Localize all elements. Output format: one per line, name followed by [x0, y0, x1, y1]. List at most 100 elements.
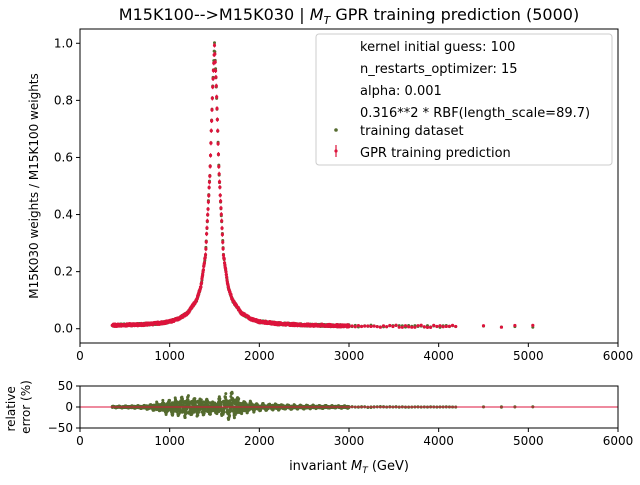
gpr-prediction-point — [204, 240, 208, 244]
gpr-prediction-point — [372, 324, 376, 328]
gpr-prediction-point — [422, 325, 426, 329]
gpr-prediction-point — [214, 84, 218, 88]
gpr-prediction-point — [216, 129, 220, 133]
ratio-y-tick-label: 0 — [65, 400, 73, 414]
chart-title: M15K100-->M15K030 | MT GPR training pred… — [119, 5, 579, 27]
ratio-x-tick-label: 3000 — [334, 434, 365, 448]
gpr-prediction-point — [407, 325, 411, 329]
relative-error-point — [224, 392, 228, 396]
relative-error-point — [171, 412, 175, 416]
gpr-prediction-point — [425, 325, 430, 330]
ratio-x-tick-label: 1000 — [154, 434, 185, 448]
main-x-tick-label: 4000 — [423, 349, 454, 363]
gpr-prediction-point — [203, 252, 208, 257]
main-x-tick-label: 1000 — [154, 349, 185, 363]
relative-error-point — [218, 397, 222, 401]
gpr-prediction-point — [363, 324, 367, 328]
gpr-prediction-point — [218, 199, 223, 203]
training-dataset-point — [213, 41, 216, 45]
ratio-y-tick-label: −50 — [48, 421, 73, 435]
gpr-prediction-point — [199, 281, 204, 285]
gpr-prediction-point — [205, 226, 209, 230]
gpr-prediction-point — [225, 275, 229, 279]
gpr-prediction-point — [215, 117, 219, 122]
gpr-prediction-point — [207, 185, 211, 190]
ratio-x-axis-label: invariant MT (GeV) — [289, 459, 409, 476]
ratio-x-tick-label: 5000 — [513, 434, 544, 448]
gpr-prediction-point — [359, 324, 364, 329]
gpr-prediction-point — [220, 219, 224, 223]
legend-marker-training-dataset — [334, 128, 338, 132]
main-y-tick-label: 0.2 — [54, 265, 73, 279]
relative-error-point — [215, 412, 219, 416]
relative-error-point — [219, 402, 223, 406]
training-dataset-point — [213, 50, 217, 54]
gpr-prediction-point — [222, 257, 226, 261]
main-y-tick-label: 0.6 — [54, 150, 73, 164]
gpr-prediction-point — [438, 324, 442, 328]
gpr-prediction-point — [481, 324, 486, 328]
gpr-prediction-point — [216, 152, 221, 156]
gpr-prediction-point — [205, 219, 209, 223]
main-y-tick-label: 0.8 — [54, 93, 73, 107]
ratio-x-tick-label: 4000 — [423, 434, 454, 448]
legend: kernel initial guess: 100 n_restarts_opt… — [315, 33, 613, 166]
gpr-prediction-point — [391, 324, 395, 329]
relative-error-point — [199, 398, 203, 402]
gpr-prediction-point — [353, 325, 357, 329]
legend-info-kernel: 0.316**2 * RBF(length_scale=89.7) — [360, 106, 590, 121]
gpr-prediction-point — [513, 323, 517, 328]
main-y-tick-label: 0.4 — [54, 208, 73, 222]
gpr-prediction-point — [211, 77, 215, 81]
gpr-prediction-point — [378, 325, 382, 329]
gpr-prediction-point — [209, 129, 213, 133]
gpr-prediction-point — [350, 324, 354, 328]
ratio-x-tick-label: 2000 — [244, 434, 275, 448]
gpr-prediction-point — [203, 256, 207, 260]
gpr-prediction-point — [432, 323, 436, 327]
gpr-prediction-point — [416, 324, 420, 328]
gpr-prediction-point — [214, 75, 218, 79]
gpr-prediction-point — [215, 106, 219, 111]
gpr-prediction-point — [347, 324, 351, 329]
gpr-prediction-point — [191, 304, 195, 308]
gpr-prediction-point — [410, 325, 414, 329]
gpr-prediction-point — [217, 172, 221, 176]
gpr-prediction-point — [499, 325, 504, 329]
gpr-prediction-point — [209, 141, 213, 145]
gpr-prediction-point — [208, 174, 212, 178]
gpr-prediction-point — [403, 324, 408, 328]
gpr-prediction-point — [204, 247, 208, 251]
gpr-prediction-point — [366, 324, 370, 328]
gpr-prediction-point — [220, 226, 224, 230]
legend-label-training-dataset: training dataset — [360, 124, 464, 139]
gpr-prediction-point — [221, 240, 225, 244]
relative-error-point — [186, 394, 190, 398]
gpr-prediction-point — [213, 60, 217, 64]
ratio-y-axis: 50 0 −50 — [48, 379, 80, 435]
relative-error-point — [347, 406, 351, 410]
relative-error-point — [238, 404, 242, 408]
relative-error-point — [208, 412, 212, 416]
gpr-prediction-point — [212, 43, 217, 47]
gpr-prediction-point — [218, 193, 222, 197]
relative-error-point — [161, 398, 165, 402]
main-y-axis: 0.0 0.2 0.4 0.6 0.8 1.0 — [54, 36, 80, 336]
gpr-prediction-point — [211, 85, 215, 89]
relative-error-point — [224, 395, 228, 399]
gpr-prediction-point — [216, 142, 220, 146]
gpr-prediction-point — [397, 325, 401, 329]
gpr-prediction-point — [213, 52, 217, 56]
gpr-prediction-point — [217, 165, 221, 169]
legend-info-restarts: n_restarts_optimizer: 15 — [360, 62, 518, 77]
gpr-prediction-point — [202, 261, 207, 265]
relative-error-point — [228, 414, 232, 418]
main-x-axis: 0 1000 2000 3000 4000 5000 6000 — [76, 343, 633, 363]
main-x-tick-label: 5000 — [513, 349, 544, 363]
gpr-prediction-point — [206, 200, 211, 204]
main-x-tick-label: 6000 — [603, 349, 634, 363]
ratio-plot-marks — [80, 390, 618, 421]
gpr-prediction-point — [220, 233, 224, 237]
